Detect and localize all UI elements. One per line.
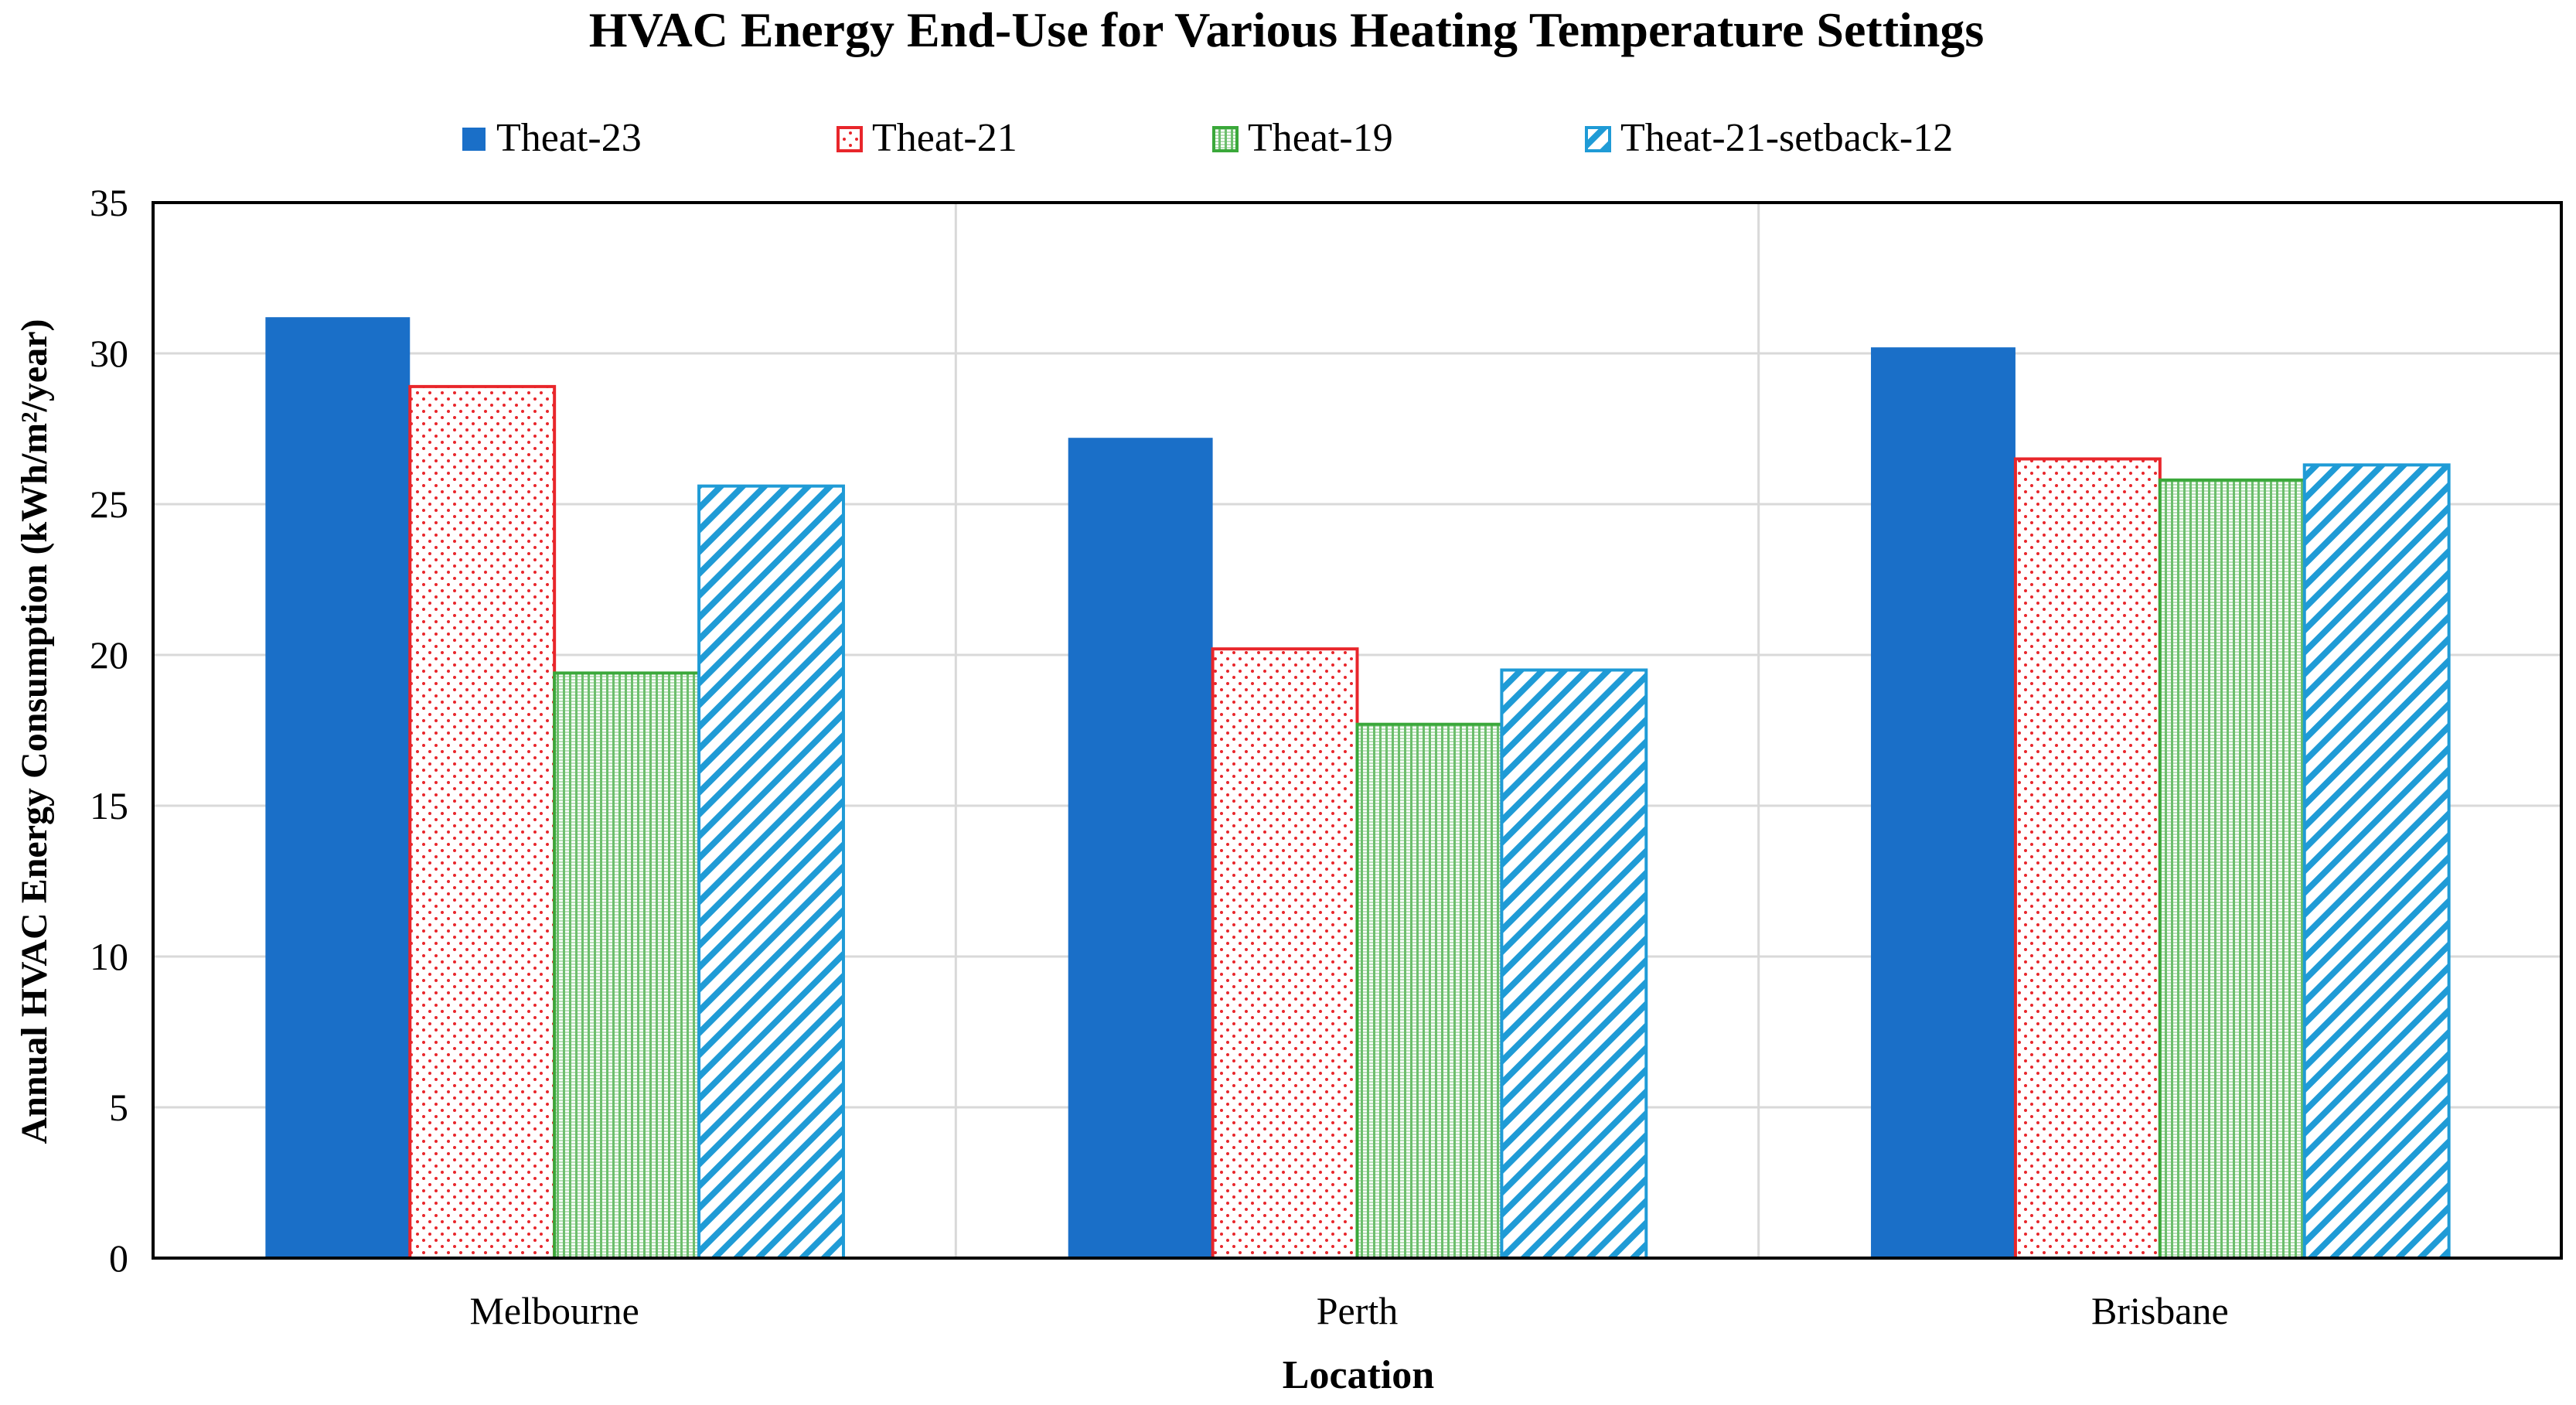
bar-theat-21-brisbane [2013,457,2162,1260]
y-tick-label: 25 [90,483,128,526]
bar-theat-23-melbourne [265,317,411,1259]
bar-theat-19-perth [1355,722,1504,1260]
axes [152,201,2563,1260]
y-tick-label: 35 [90,181,128,224]
legend-swatch [1585,126,1611,152]
x-tick-label: Perth [1317,1289,1399,1332]
y-tick-label: 5 [109,1086,128,1129]
bar-theat-23-perth [1068,438,1213,1259]
bar-theat-21-melbourne [408,384,557,1260]
y-tick-label: 30 [90,332,128,375]
bars [265,317,2451,1260]
legend-label: Theat-21 [872,116,1017,160]
bar-theat-19-brisbane [2158,478,2306,1260]
y-tick-label: 0 [109,1236,128,1280]
y-tick-label: 15 [90,784,128,827]
y-axis-label: Annual HVAC Energy Consumption (kWh/m²/y… [14,319,55,1144]
bar-theat-21-setback-12-melbourne [697,484,845,1260]
legend-swatch [1212,126,1239,152]
bar-theat-21-perth [1211,647,1359,1260]
x-tick-label: Melbourne [469,1289,639,1332]
y-tick-label: 10 [90,935,128,978]
x-tick-label: Brisbane [2091,1289,2229,1332]
bar-theat-23-brisbane [1871,347,2015,1259]
legend-swatch [837,126,863,152]
legend: Theat-23 Theat-21 Theat-19 Theat-21-setback… [462,116,1953,160]
x-axis-label: Location [1283,1353,1435,1397]
chart-title: HVAC Energy End-Use for Various Heating … [589,2,1985,57]
bar-theat-19-melbourne [553,671,701,1260]
y-tick-labels: 0 5 10 15 20 25 30 35 [90,181,128,1280]
y-tick-label: 20 [90,633,128,677]
bar-theat-21-setback-12-brisbane [2302,463,2451,1260]
bar-theat-21-setback-12-perth [1500,668,1648,1260]
plot-frame [152,201,2563,1260]
x-tick-labels: Melbourne Perth Brisbane [469,1289,2228,1332]
legend-label: Theat-21-setback-12 [1620,116,1953,160]
legend-label: Theat-23 [496,116,642,160]
legend-label: Theat-19 [1248,116,1393,160]
legend-swatch [462,128,486,151]
